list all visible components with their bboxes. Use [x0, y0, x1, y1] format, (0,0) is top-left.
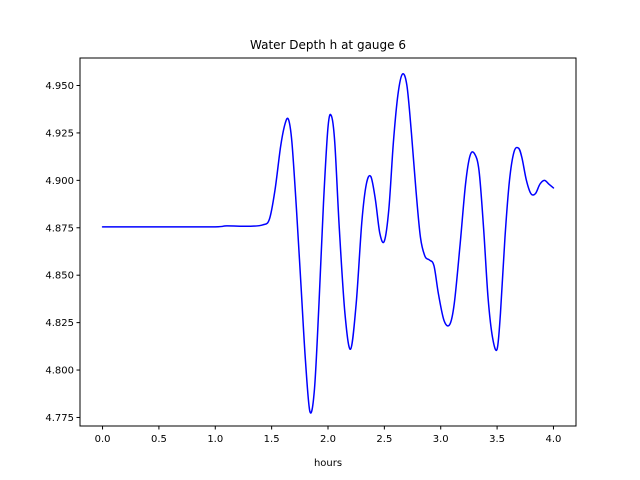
- y-tick-label: 4.850: [45, 271, 74, 282]
- x-tick-label: 0.5: [151, 434, 167, 445]
- x-tick-label: 0.0: [95, 434, 111, 445]
- x-axis-title: hours: [314, 458, 342, 469]
- x-tick-label: 1.5: [264, 434, 280, 445]
- data-layer: [101, 73, 555, 414]
- series-line: [101, 73, 555, 414]
- y-tick-label: 4.875: [45, 223, 74, 234]
- y-tick-label: 4.775: [45, 413, 74, 424]
- y-tick-label: 4.925: [45, 128, 74, 139]
- x-tick-label: 2.0: [320, 434, 336, 445]
- x-tick-label: 2.5: [376, 434, 392, 445]
- y-axis: 4.775 4.800 4.825 4.850 4.875 4.900 4.925 4.950: [45, 81, 80, 424]
- x-tick-label: 1.0: [207, 434, 223, 445]
- x-tick-label: 3.0: [433, 434, 449, 445]
- y-tick-label: 4.825: [45, 318, 74, 329]
- x-tick-label: 4.0: [546, 434, 562, 445]
- y-tick-label: 4.800: [45, 366, 74, 377]
- chart-title: Water Depth h at gauge 6: [250, 38, 406, 52]
- plot-frame: [79, 57, 577, 427]
- y-tick-label: 4.900: [45, 176, 74, 187]
- x-axis: 0.0 0.5 1.0 1.5 2.0 2.5 3.0 3.5 4.0: [95, 426, 562, 445]
- y-tick-label: 4.950: [45, 81, 74, 92]
- x-tick-label: 3.5: [489, 434, 505, 445]
